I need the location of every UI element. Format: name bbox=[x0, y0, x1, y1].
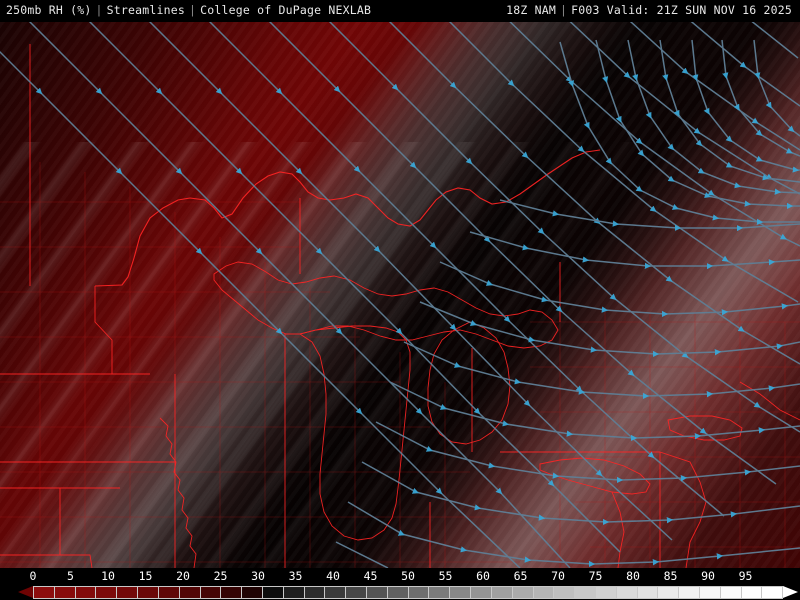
header-right-title: 18Z NAM | F003 Valid: 21Z SUN NOV 16 2025 bbox=[506, 3, 792, 17]
colorbar-segment bbox=[533, 587, 555, 598]
colorbar-tick-label: 90 bbox=[701, 569, 715, 583]
colorbar-segment bbox=[762, 587, 783, 598]
colorbar-segment bbox=[450, 587, 472, 598]
colorbar-tick-label: 65 bbox=[513, 569, 528, 583]
colorbar-segment bbox=[408, 587, 430, 598]
source-label: College of DuPage NEXLAB bbox=[200, 3, 372, 17]
colorbar-segment bbox=[720, 587, 742, 598]
colorbar-tick-label: 30 bbox=[251, 569, 265, 583]
colorbar-segment bbox=[512, 587, 534, 598]
header-left-title: 250mb RH (%) | Streamlines | College of DuPa… bbox=[6, 3, 371, 17]
header-bar: 250mb RH (%) | Streamlines | College of DuPa… bbox=[0, 0, 800, 22]
colorbar-segment bbox=[637, 587, 659, 598]
colorbar-segment bbox=[429, 587, 451, 598]
colorbar-segment bbox=[367, 587, 388, 598]
colorbar-tick-label: 45 bbox=[363, 569, 378, 583]
rh-contour-grain-layer bbox=[0, 22, 800, 568]
colorbar-segment bbox=[158, 587, 180, 598]
header-separator-3: | bbox=[560, 3, 568, 17]
colorbar-panel: 0 5 10 15 20 25 30 35 40 45 50 55 60 65 70 75 80 85 90 95 bbox=[0, 568, 800, 600]
colorbar-segment bbox=[221, 587, 243, 598]
colorbar-tick-label: 75 bbox=[588, 569, 603, 583]
colorbar-tick-label: 60 bbox=[476, 569, 490, 583]
colorbar-segment bbox=[491, 587, 513, 598]
colorbar-segment bbox=[346, 587, 367, 598]
colorbar-tick-label: 80 bbox=[626, 569, 640, 583]
colorbar-segment bbox=[554, 587, 576, 598]
colorbar-segment bbox=[117, 587, 139, 598]
colorbar-under-arrow bbox=[18, 586, 33, 598]
colorbar-segment bbox=[679, 587, 700, 598]
colorbar-segment bbox=[34, 587, 55, 598]
colorbar-segment bbox=[575, 587, 596, 598]
colorbar-tick-label: 35 bbox=[288, 569, 303, 583]
colorbar-segment bbox=[54, 587, 76, 598]
model-run-label: 18Z NAM bbox=[506, 3, 557, 17]
colorbar-over-arrow bbox=[783, 586, 798, 598]
valid-time-label: F003 Valid: 21Z SUN NOV 16 2025 bbox=[571, 3, 792, 17]
colorbar-segment bbox=[242, 587, 263, 598]
colorbar-segment bbox=[325, 587, 347, 598]
header-separator-1: | bbox=[95, 3, 103, 17]
colorbar-segment bbox=[283, 587, 305, 598]
colorbar-tick-label: 5 bbox=[67, 569, 74, 583]
colorbar-segment bbox=[700, 587, 721, 598]
colorbar-segment bbox=[471, 587, 492, 598]
colorbar-tick-label: 15 bbox=[138, 569, 153, 583]
colorbar-tick-label: 40 bbox=[326, 569, 340, 583]
colorbar-tick-label: 10 bbox=[101, 569, 115, 583]
colorbar-tick-label: 50 bbox=[401, 569, 415, 583]
colorbar-tick-label: 20 bbox=[176, 569, 190, 583]
colorbar-tick-label: 0 bbox=[29, 569, 37, 583]
header-separator-2: | bbox=[188, 3, 197, 17]
colorbar-segment bbox=[658, 587, 680, 598]
colorbar-segment bbox=[96, 587, 118, 598]
colorbar-tick-labels: 0 5 10 15 20 25 30 35 40 45 50 55 60 65 70 75 80 85 90 95 bbox=[0, 568, 800, 584]
colorbar-segment bbox=[262, 587, 284, 598]
colorbar-segment bbox=[75, 587, 97, 598]
map-canvas[interactable] bbox=[0, 22, 800, 568]
colorbar-segment bbox=[304, 587, 326, 598]
product-label: 250mb RH (%) bbox=[6, 3, 92, 17]
colorbar-tick-label: 95 bbox=[738, 569, 753, 583]
colorbar-tick-label: 25 bbox=[213, 569, 228, 583]
colorbar-segment bbox=[179, 587, 201, 598]
colorbar-tick-label: 70 bbox=[551, 569, 565, 583]
colorbar-segment bbox=[595, 587, 617, 598]
colorbar-segment bbox=[387, 587, 409, 598]
colorbar-tick-label: 55 bbox=[438, 569, 453, 583]
colorbar-segment bbox=[741, 587, 763, 598]
colorbar-gradient[interactable] bbox=[33, 586, 783, 599]
plot-type-label: Streamlines bbox=[106, 3, 185, 17]
colorbar-segment bbox=[616, 587, 638, 598]
colorbar-segment bbox=[200, 587, 222, 598]
colorbar-tick-label: 85 bbox=[663, 569, 678, 583]
colorbar-segment bbox=[138, 587, 159, 598]
